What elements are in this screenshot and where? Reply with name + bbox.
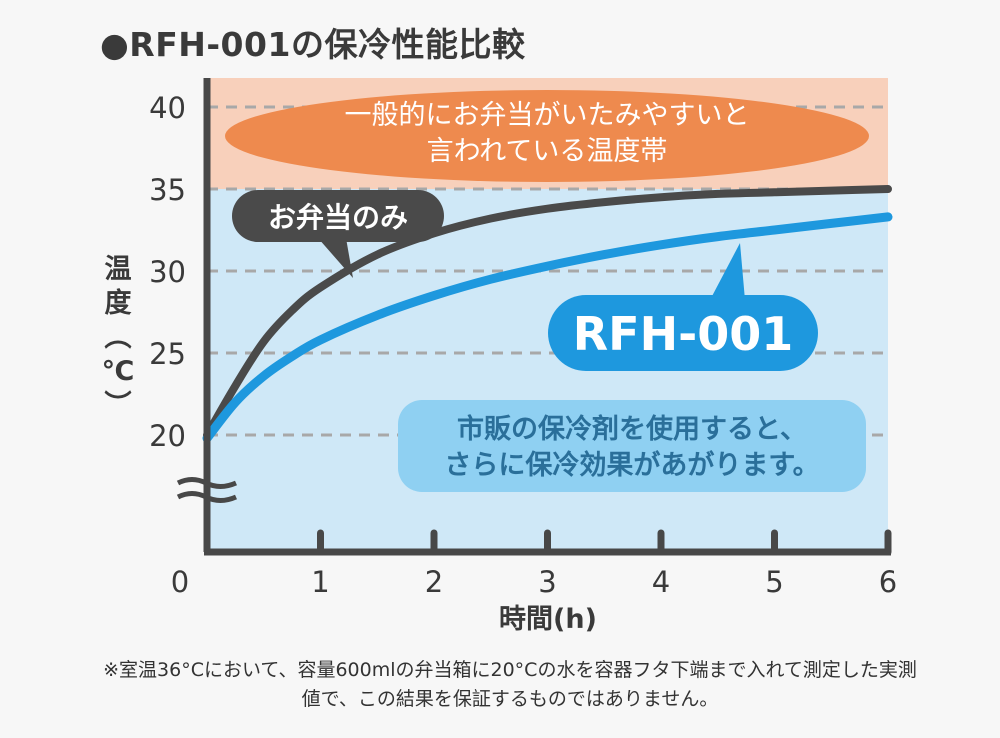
danger-band-label-line-2: 言われている温度帯 <box>427 136 668 167</box>
series-label-bento-only: お弁当のみ <box>232 190 444 278</box>
y-axis-label-char: 度 <box>105 287 132 319</box>
y-axis-ticks: 20 25 30 35 40 <box>149 91 186 453</box>
y-axis-label: 温度︵℃︶ <box>102 254 135 421</box>
annotation-bubble <box>398 400 866 492</box>
y-tick-label-40: 40 <box>149 91 186 125</box>
danger-band-bubble <box>225 90 869 182</box>
danger-band-label-line-1: 一般的にお弁当がいたみやすいと <box>345 100 750 131</box>
x-tick-label-3: 3 <box>538 565 556 599</box>
x-tick-label-0: 0 <box>171 565 189 599</box>
annotation-line-2: さらに保冷効果があがります。 <box>444 449 819 481</box>
y-tick-label-20: 20 <box>149 419 186 453</box>
y-tick-label-35: 35 <box>149 173 186 207</box>
series-label-bento-only-text: お弁当のみ <box>268 201 408 234</box>
x-tick-label-5: 5 <box>765 565 783 599</box>
y-axis-break-symbol <box>176 477 238 503</box>
cooling-performance-chart: 一般的にお弁当がいたみやすいと 言われている温度帯 お弁当のみ RFH-001 … <box>102 78 897 635</box>
y-axis-label-char: 温 <box>105 254 132 285</box>
series-label-rfh001: RFH-001 <box>548 243 818 371</box>
y-tick-label-25: 25 <box>149 337 186 371</box>
y-axis-label-char: ︶ <box>105 390 132 421</box>
x-tick-label-1: 1 <box>311 565 329 599</box>
x-tick-label-6: 6 <box>879 565 897 599</box>
x-axis-label: 時間(h) <box>499 604 597 635</box>
x-axis-ticks: 0 1 2 3 4 5 6 <box>171 529 897 599</box>
page-title: ●RFH-001の保冷性能比較 <box>100 25 526 64</box>
footnote: ※室温36°Cにおいて、容量600mlの弁当箱に20°Cの水を容器フタ下端まで入… <box>103 659 917 710</box>
series-line-rfh001 <box>202 212 893 443</box>
series-label-rfh001-text: RFH-001 <box>573 307 793 361</box>
annotation-line-1: 市販の保冷剤を使用すると、 <box>457 413 807 445</box>
x-tick-label-2: 2 <box>425 565 443 599</box>
series-line-bento-only <box>203 185 892 439</box>
y-axis-label-char: ︵ <box>105 322 132 353</box>
y-tick-label-30: 30 <box>149 255 186 289</box>
x-tick-label-4: 4 <box>652 565 670 599</box>
y-axis-label-char: ℃ <box>102 356 135 387</box>
